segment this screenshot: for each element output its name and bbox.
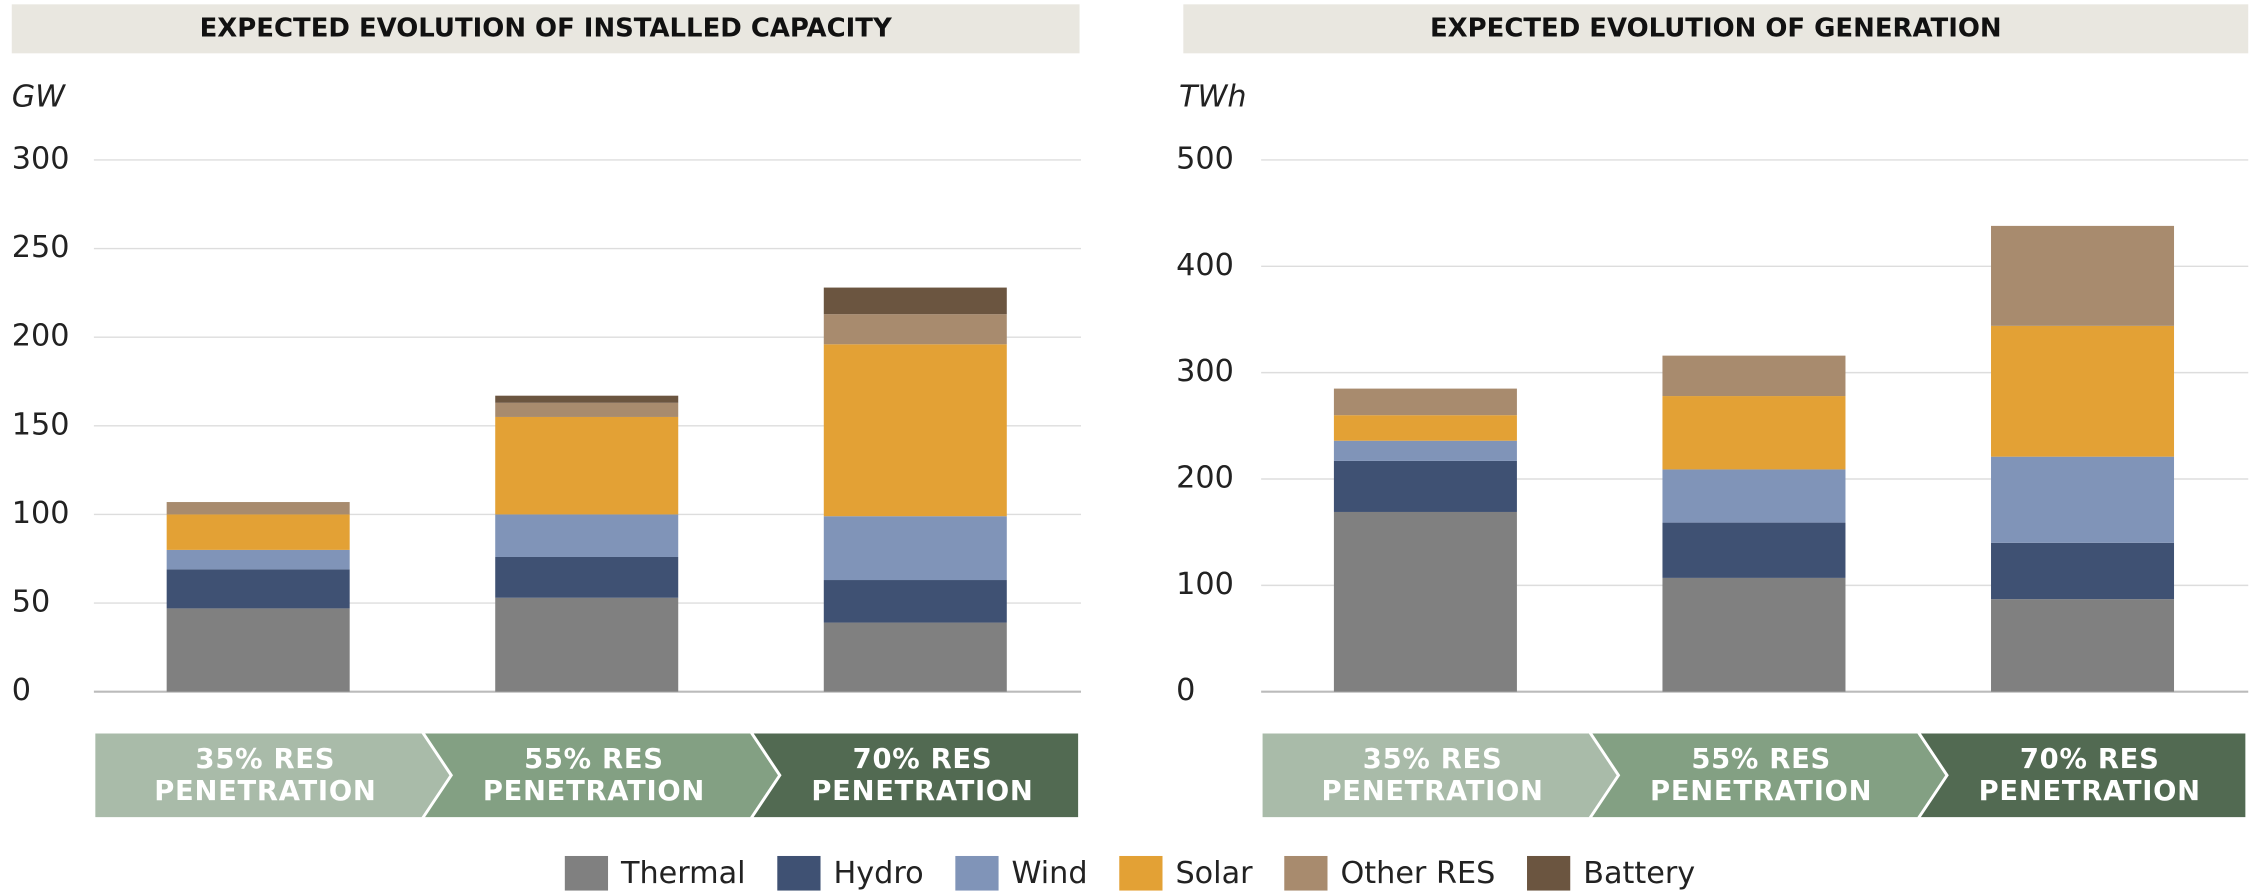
bar-segment <box>495 416 679 515</box>
category-chevron <box>1915 730 2249 820</box>
category-label-box: 35% RES PENETRATION <box>154 743 377 807</box>
bar-segment <box>166 608 350 692</box>
y-tick-label: 300 <box>1176 354 1234 389</box>
x-tick-label: 35% RES PENETRATION <box>1321 743 1544 807</box>
bar-segment <box>1333 415 1517 441</box>
y-tick-label: 200 <box>1176 460 1234 495</box>
legend-swatch <box>955 855 999 891</box>
bar-segment <box>1333 460 1517 512</box>
chart-title: EXPECTED EVOLUTION OF GENERATION <box>1430 13 2002 43</box>
y-tick-label: 100 <box>12 496 70 531</box>
bar-segment <box>166 569 350 609</box>
panel-header <box>1183 4 2249 54</box>
y-tick-label: 0 <box>1176 673 1195 708</box>
category-label-box: 35% RES PENETRATION <box>1321 743 1544 807</box>
y-tick-label: 400 <box>1176 248 1234 283</box>
y-tick-label: 250 <box>12 230 70 265</box>
bar-segment <box>1991 542 2175 600</box>
y-tick-label: 500 <box>1176 141 1234 176</box>
category-label-box: 70% RES PENETRATION <box>811 743 1034 807</box>
legend-label: Other RES <box>1340 856 1495 891</box>
bar-segment <box>1662 522 1846 578</box>
category-label-box: 55% RES PENETRATION <box>482 743 706 807</box>
bar-segment <box>1662 355 1846 397</box>
bar-segment <box>1662 469 1846 523</box>
y-tick-label: 100 <box>1176 567 1234 602</box>
bar-segment <box>166 502 350 515</box>
x-tick-label: 55% RES PENETRATION <box>1650 743 1873 807</box>
y-tick-label: 300 <box>12 141 70 176</box>
legend-swatch <box>1284 855 1328 891</box>
bar-segment <box>1991 599 2175 692</box>
bar-segment <box>166 514 350 550</box>
chart-title: EXPECTED EVOLUTION OF INSTALLED CAPACITY <box>200 13 893 43</box>
y-axis-label: TWh <box>1179 79 1247 114</box>
x-tick-label: 55% RES PENETRATION <box>482 743 706 807</box>
bar-segment <box>1662 396 1846 470</box>
y-tick-label: 200 <box>12 319 70 354</box>
legend-label: Hydro <box>833 856 923 891</box>
bar-segment <box>495 597 679 692</box>
category-label-box: 55% RES PENETRATION <box>1650 743 1873 807</box>
x-tick-label: 35% RES PENETRATION <box>154 743 377 807</box>
bar-segment <box>1662 577 1846 692</box>
legend-swatch <box>1119 855 1163 891</box>
bar-segment <box>166 549 350 570</box>
bar-segment <box>823 580 1007 623</box>
bar-segment <box>1991 225 2175 326</box>
bar-segment <box>823 344 1007 517</box>
bar-segment <box>1991 456 2175 543</box>
category-label-box: 70% RES PENETRATION <box>1978 743 2201 807</box>
bar-segment <box>1991 325 2175 457</box>
legend-swatch <box>564 855 609 891</box>
bar-segment <box>495 402 679 417</box>
legend-label: Solar <box>1175 856 1253 891</box>
panel-header <box>11 4 1080 54</box>
legend-label: Wind <box>1012 856 1088 891</box>
bar-segment <box>1333 511 1517 692</box>
y-axis-label: GW <box>12 79 66 114</box>
legend-label: Battery <box>1583 856 1695 891</box>
category-chevron <box>748 730 1082 820</box>
bar-segment <box>823 516 1007 581</box>
bar-segment <box>495 556 679 598</box>
bar-segment <box>495 514 679 557</box>
bar-segment <box>823 622 1007 692</box>
x-tick-label: 70% RES PENETRATION <box>1978 743 2201 807</box>
bar-segment <box>495 395 679 403</box>
x-tick-label: 70% RES PENETRATION <box>811 743 1034 807</box>
legend-swatch <box>777 855 821 891</box>
legend: Thermal Hydro Wind Solar Other RES Battery <box>564 855 1695 891</box>
y-tick-label: 0 <box>12 673 31 708</box>
bar-segment <box>1333 440 1517 461</box>
bar-segment <box>823 287 1007 315</box>
y-tick-label: 150 <box>12 407 70 442</box>
bar-segment <box>1333 388 1517 416</box>
y-tick-label: 50 <box>12 585 51 620</box>
legend-label: Thermal <box>620 856 746 891</box>
legend-swatch <box>1527 855 1571 891</box>
bar-segment <box>823 314 1007 345</box>
